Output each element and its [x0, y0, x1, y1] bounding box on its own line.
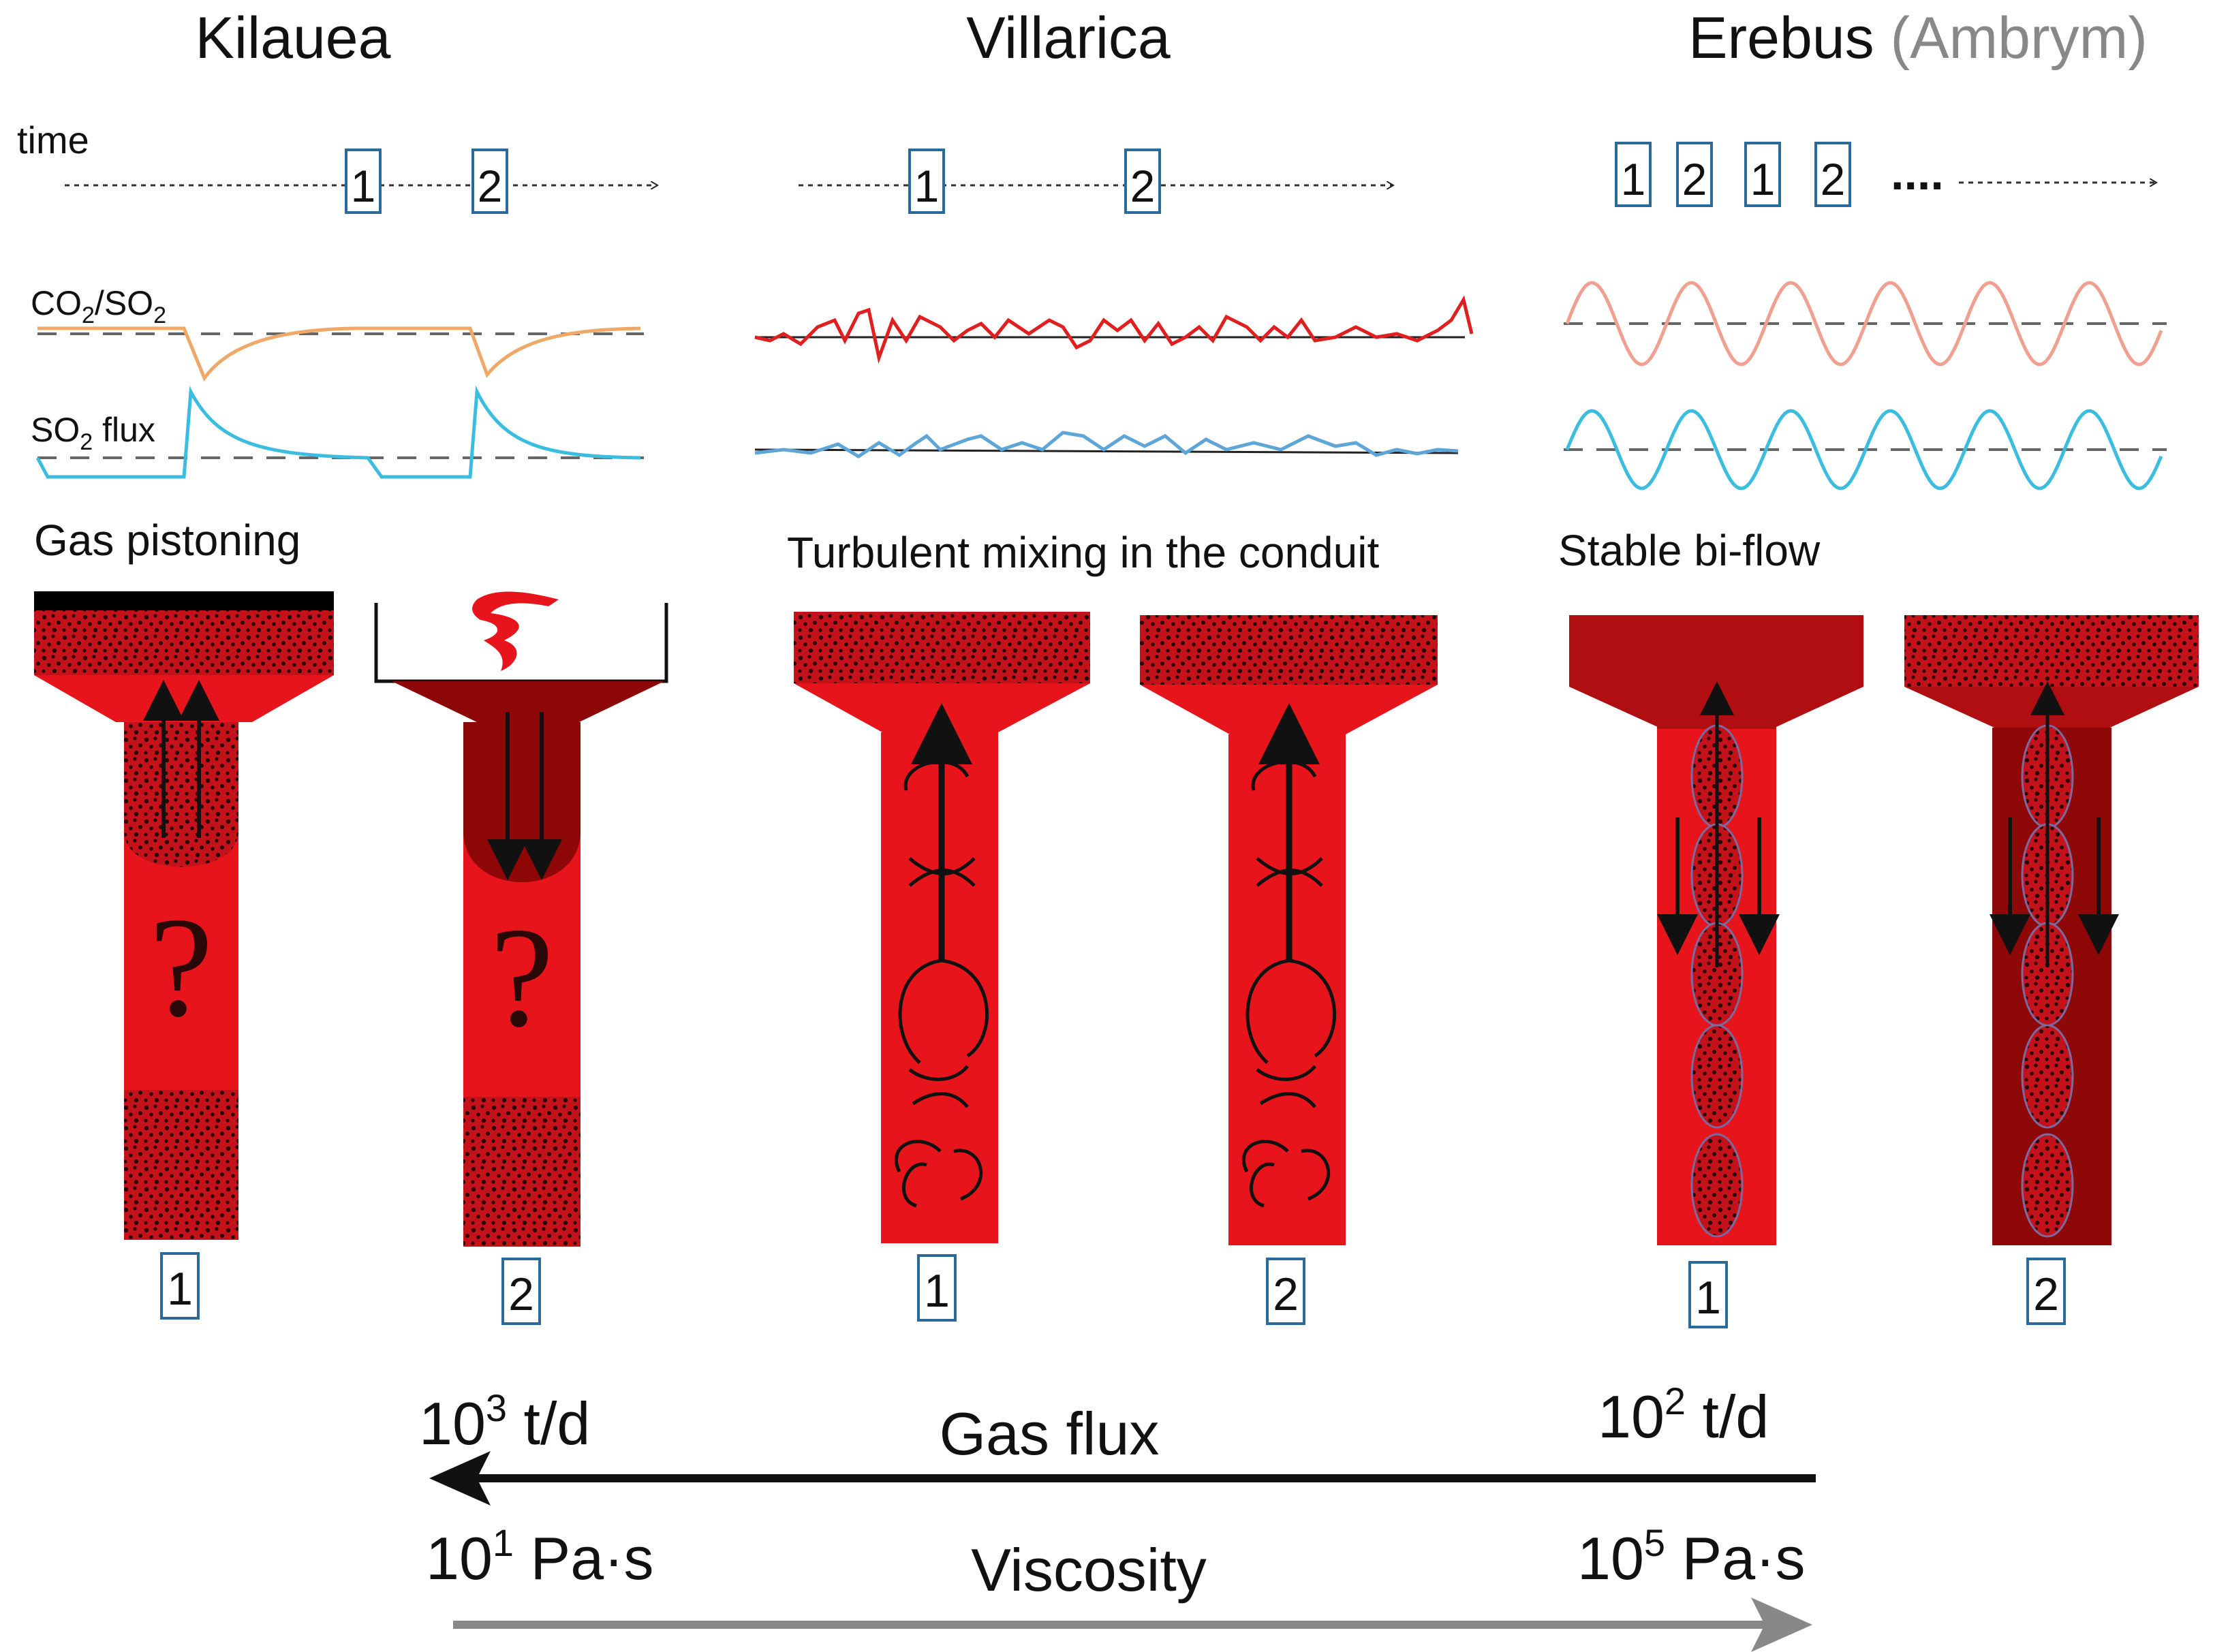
so2-flux-label: SO2 flux: [31, 411, 155, 455]
co2so2-label: CO2/SO2: [31, 284, 166, 328]
time-label: time: [17, 119, 89, 161]
conduit-box-label: 2: [508, 1268, 534, 1320]
gas-flux-right: 102 t/d: [1598, 1380, 1769, 1450]
time-box: 2: [471, 149, 508, 214]
conduit-box-label: 2: [1273, 1268, 1299, 1320]
time-box-label: 1: [351, 161, 376, 211]
conduit-box: 1: [1688, 1261, 1728, 1328]
time-box-label: 1: [914, 161, 940, 211]
conduit-box: 2: [501, 1258, 541, 1325]
title-villarica: Villarica: [966, 5, 1171, 71]
gas-bubble: [2021, 1024, 2074, 1129]
conduit-box: 1: [917, 1254, 957, 1322]
gas-bubble: [1690, 1133, 1744, 1238]
gas-flux-left: 103 t/d: [419, 1386, 590, 1457]
viscosity-left: 101 Pa·s: [426, 1521, 653, 1592]
title-erebus-main: Erebus: [1688, 5, 1874, 71]
mode-label-villarica: Turbulent mixing in the conduit: [787, 528, 1379, 577]
time-box: 1: [345, 149, 382, 214]
conduit-box: 2: [1266, 1258, 1305, 1325]
conduit-erebus-1: [1569, 615, 1863, 1245]
viscosity-right: 105 Pa·s: [1577, 1521, 1805, 1592]
conduit-box-label: 1: [1695, 1272, 1721, 1324]
time-box: 1: [908, 149, 945, 214]
title-erebus-sub: (Ambrym): [1874, 5, 2148, 71]
co2so2-curve-villarica: [754, 295, 1474, 364]
conduit-box: 1: [160, 1252, 200, 1320]
viscosity-label: Viscosity: [971, 1536, 1207, 1604]
conduit-erebus-2: [1904, 615, 2199, 1245]
unknown-mark: ?: [149, 888, 213, 1046]
gas-bubble: [2021, 1133, 2074, 1238]
conduit-box: 2: [2026, 1258, 2066, 1325]
conduit-villarica-2: [1140, 615, 1438, 1245]
so2-curve-kilauea: [35, 385, 641, 479]
so2-curve-villarica: [754, 431, 1459, 458]
unknown-mark: ?: [490, 899, 553, 1057]
time-box: 2: [1814, 142, 1851, 207]
gas-bubble: [1690, 1024, 1744, 1129]
title-erebus: Erebus (Ambrym): [1688, 5, 2148, 71]
mode-label-kilauea: Gas pistoning: [34, 516, 300, 565]
time-box: 2: [1676, 142, 1713, 207]
conduit-box-label: 1: [924, 1265, 950, 1317]
mode-label-erebus: Stable bi-flow: [1558, 526, 1821, 575]
time-box: 2: [1124, 149, 1161, 214]
conduit-villarica-1: [794, 612, 1090, 1243]
gas-flux-arrow: [429, 1451, 1816, 1506]
conduit-kilauea-2: ?: [374, 591, 668, 1247]
time-box-label: 1: [1621, 154, 1646, 204]
time-box-label: 2: [1130, 161, 1156, 211]
co2so2-curve-kilauea: [37, 326, 641, 382]
time-box-label: 1: [1750, 154, 1776, 204]
time-box-label: 2: [1682, 154, 1707, 204]
so2-curve-erebus: [1565, 409, 2163, 490]
so2-baseline-villarica: [754, 448, 1459, 454]
gas-flux-label: Gas flux: [940, 1400, 1160, 1467]
time-box: 1: [1744, 142, 1781, 207]
viscosity-arrow: [453, 1598, 1812, 1652]
gas-puff: [472, 591, 559, 671]
co2so2-curve-erebus: [1565, 281, 2163, 367]
time-ellipsis: ....: [1891, 146, 1944, 200]
conduit-box-label: 1: [167, 1263, 193, 1315]
time-box-label: 2: [478, 161, 503, 211]
time-box: 1: [1615, 142, 1652, 207]
title-kilauea: Kilauea: [196, 5, 391, 71]
time-box-label: 2: [1821, 154, 1846, 204]
conduit-box-label: 2: [2033, 1268, 2059, 1320]
conduit-kilauea-1: ?: [34, 591, 334, 1240]
